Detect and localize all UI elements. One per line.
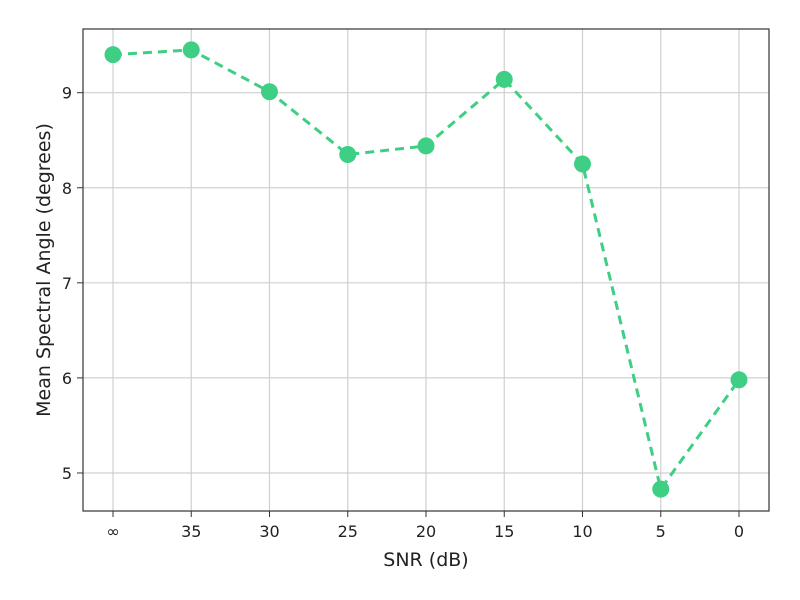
x-tick-label: 0 [734, 522, 744, 541]
x-tick-label: 25 [338, 522, 358, 541]
grid-lines [83, 29, 769, 511]
x-tick-label: 15 [494, 522, 514, 541]
x-tick-label: 30 [259, 522, 279, 541]
y-tick-label: 9 [62, 84, 72, 103]
data-point [574, 155, 591, 173]
y-tick-label: 6 [62, 369, 72, 388]
data-point [652, 480, 670, 498]
y-tick-label: 8 [62, 179, 72, 198]
data-point [339, 145, 357, 163]
data-point [495, 70, 513, 88]
y-tick-label: 5 [62, 464, 72, 483]
x-tick-label: 5 [656, 522, 666, 541]
x-axis-label: SNR (dB) [383, 549, 468, 571]
data-point [182, 41, 200, 59]
data-point [104, 46, 122, 64]
x-tick-label: 20 [416, 522, 436, 541]
y-axis-ticks: 5 6 7 8 9 [62, 84, 83, 483]
data-point [730, 371, 748, 389]
data-point [417, 137, 435, 155]
y-axis-label: Mean Spectral Angle (degrees) [33, 123, 55, 417]
y-tick-label: 7 [62, 274, 72, 293]
data-points [104, 41, 748, 498]
x-axis-ticks: ∞ 35 30 25 20 15 10 5 0 [106, 511, 744, 541]
x-tick-label: 35 [181, 522, 201, 541]
data-point [261, 83, 278, 101]
x-tick-label: 10 [572, 522, 592, 541]
x-tick-label: ∞ [106, 522, 119, 541]
